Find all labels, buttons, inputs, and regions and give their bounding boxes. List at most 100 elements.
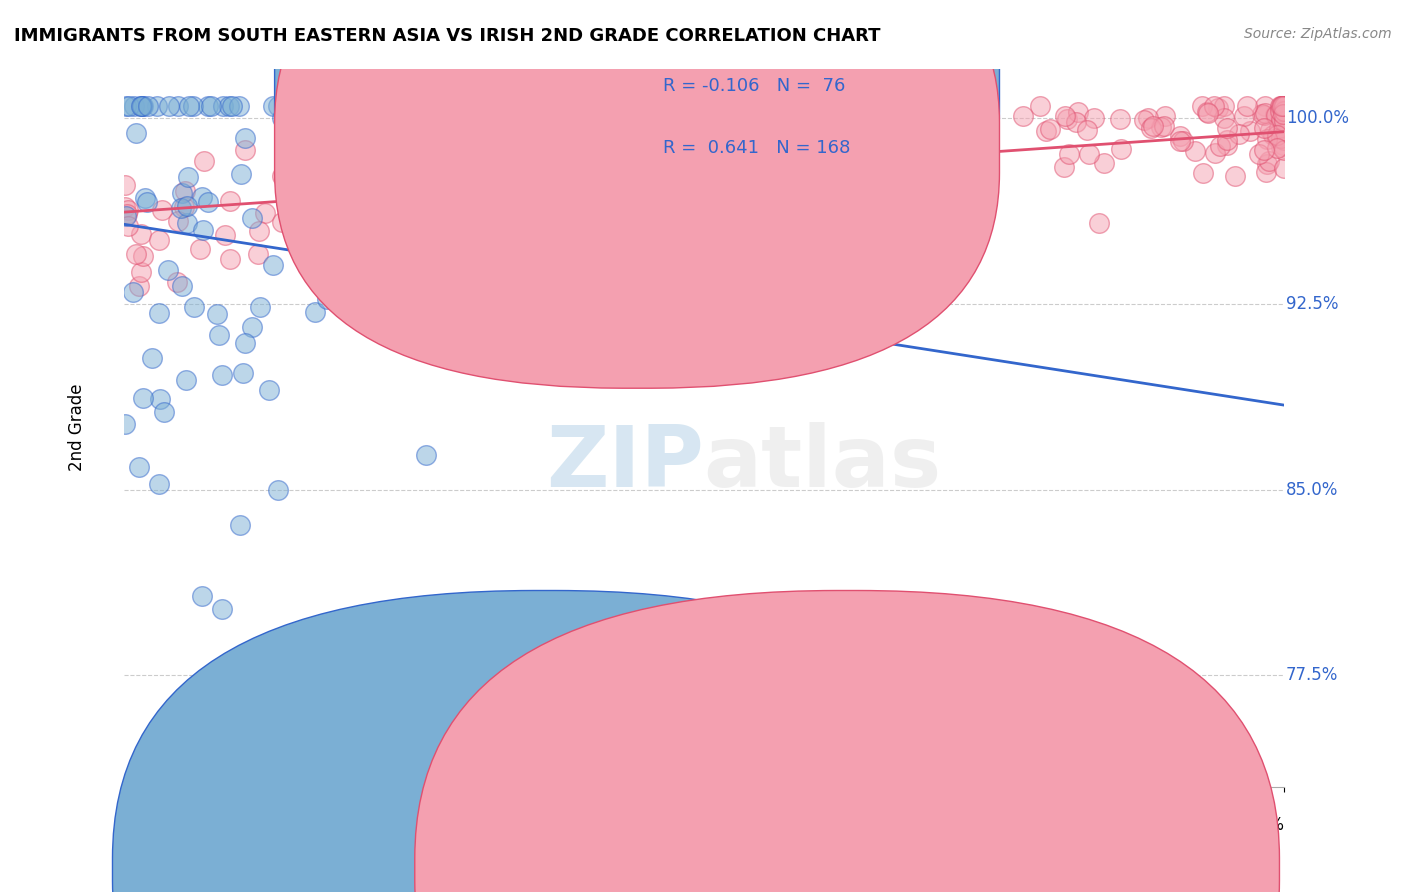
Point — [270, 214, 292, 228]
Point — [1253, 143, 1275, 157]
Point — [288, 177, 311, 191]
Point — [240, 320, 263, 334]
Point — [114, 200, 136, 214]
Point — [555, 138, 578, 153]
Point — [117, 219, 139, 234]
Point — [415, 448, 437, 462]
Point — [1212, 98, 1234, 112]
Point — [232, 366, 254, 380]
Point — [1253, 120, 1275, 135]
Point — [128, 460, 150, 475]
Point — [449, 224, 471, 238]
Point — [193, 153, 215, 168]
Point — [1270, 140, 1292, 154]
Point — [1133, 112, 1156, 127]
Point — [1083, 112, 1105, 126]
Point — [1272, 103, 1295, 118]
Point — [200, 98, 222, 112]
Point — [681, 223, 703, 237]
Point — [125, 247, 148, 261]
Point — [1039, 121, 1062, 136]
Point — [1067, 105, 1090, 120]
Point — [115, 98, 138, 112]
Point — [1270, 108, 1292, 122]
Point — [135, 194, 157, 209]
Text: IMMIGRANTS FROM SOUTH EASTERN ASIA VS IRISH 2ND GRADE CORRELATION CHART: IMMIGRANTS FROM SOUTH EASTERN ASIA VS IR… — [14, 27, 880, 45]
Point — [1272, 143, 1295, 157]
Point — [148, 233, 170, 247]
Point — [166, 213, 188, 227]
Point — [1223, 169, 1246, 183]
Point — [1256, 157, 1278, 171]
Point — [262, 259, 284, 273]
Point — [149, 392, 172, 407]
Point — [1272, 106, 1295, 120]
Point — [409, 246, 432, 260]
Point — [115, 209, 138, 223]
Point — [191, 223, 214, 237]
Point — [1271, 109, 1294, 123]
Point — [378, 240, 401, 254]
Point — [1229, 127, 1251, 141]
Point — [717, 161, 740, 175]
Point — [316, 293, 339, 307]
Point — [423, 346, 446, 360]
Point — [475, 189, 498, 203]
Point — [868, 145, 890, 160]
Point — [1140, 121, 1163, 136]
Point — [321, 158, 343, 172]
Point — [271, 169, 294, 183]
Point — [1267, 140, 1289, 154]
Point — [1195, 105, 1218, 120]
Point — [176, 216, 198, 230]
Point — [197, 194, 219, 209]
FancyBboxPatch shape — [274, 0, 1000, 388]
Point — [1270, 112, 1292, 127]
Point — [145, 98, 167, 112]
Point — [1253, 107, 1275, 121]
Point — [673, 152, 696, 166]
Point — [208, 327, 231, 342]
Point — [1265, 108, 1288, 122]
Point — [141, 351, 163, 366]
Point — [211, 601, 233, 615]
Point — [659, 152, 682, 166]
Point — [357, 148, 380, 162]
Point — [1272, 99, 1295, 113]
Point — [1029, 98, 1052, 112]
Point — [479, 136, 502, 151]
Point — [1270, 103, 1292, 118]
Point — [433, 194, 456, 209]
Point — [1184, 144, 1206, 158]
Point — [1153, 119, 1175, 133]
Point — [1272, 114, 1295, 128]
Point — [131, 227, 153, 242]
Point — [1056, 112, 1078, 127]
Point — [1208, 101, 1230, 115]
Point — [952, 151, 974, 165]
Point — [1212, 112, 1234, 126]
Point — [1258, 123, 1281, 137]
Point — [150, 203, 173, 218]
Point — [1012, 110, 1035, 124]
Point — [1168, 128, 1191, 143]
Point — [172, 279, 194, 293]
Point — [132, 391, 155, 405]
Point — [174, 373, 197, 387]
Point — [132, 249, 155, 263]
Point — [904, 150, 927, 164]
Point — [1256, 132, 1278, 146]
Point — [177, 98, 200, 112]
Point — [533, 210, 555, 224]
Point — [859, 178, 882, 192]
Point — [228, 98, 250, 112]
Point — [803, 102, 825, 116]
Point — [665, 190, 688, 204]
Point — [1272, 98, 1295, 112]
Point — [782, 143, 804, 157]
Point — [330, 190, 353, 204]
Point — [129, 98, 152, 112]
Point — [707, 173, 730, 187]
Point — [129, 98, 152, 112]
Point — [1272, 99, 1295, 113]
